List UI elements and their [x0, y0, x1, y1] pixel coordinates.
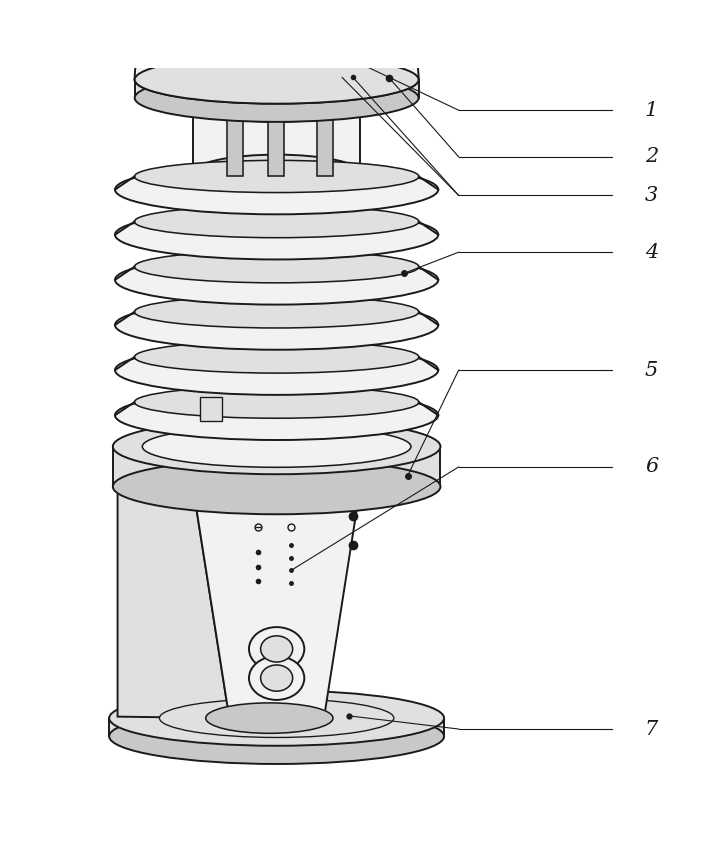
- Polygon shape: [113, 447, 440, 486]
- Ellipse shape: [135, 161, 419, 193]
- Ellipse shape: [115, 300, 438, 350]
- Ellipse shape: [115, 346, 438, 395]
- Ellipse shape: [109, 708, 444, 764]
- Ellipse shape: [135, 386, 419, 418]
- Ellipse shape: [193, 86, 360, 122]
- Text: 5: 5: [645, 360, 658, 379]
- Polygon shape: [200, 397, 222, 421]
- Ellipse shape: [135, 295, 419, 328]
- Text: 6: 6: [645, 457, 658, 476]
- Ellipse shape: [115, 210, 438, 259]
- Ellipse shape: [159, 699, 394, 738]
- Text: 2: 2: [645, 148, 658, 166]
- Ellipse shape: [143, 426, 411, 467]
- Ellipse shape: [135, 55, 419, 104]
- Ellipse shape: [135, 251, 419, 283]
- Ellipse shape: [261, 665, 293, 691]
- Polygon shape: [135, 0, 419, 79]
- Ellipse shape: [249, 657, 304, 700]
- Ellipse shape: [156, 61, 397, 98]
- Ellipse shape: [206, 703, 333, 734]
- Ellipse shape: [135, 73, 419, 122]
- Ellipse shape: [135, 55, 419, 104]
- Text: 7: 7: [645, 720, 658, 739]
- Polygon shape: [135, 79, 419, 98]
- Polygon shape: [118, 486, 229, 718]
- Ellipse shape: [135, 206, 419, 238]
- Polygon shape: [227, 97, 243, 176]
- Polygon shape: [268, 97, 284, 176]
- Polygon shape: [317, 97, 333, 176]
- Text: 3: 3: [645, 186, 658, 205]
- Ellipse shape: [115, 255, 438, 305]
- Polygon shape: [109, 718, 444, 736]
- Ellipse shape: [193, 155, 360, 191]
- Ellipse shape: [249, 627, 304, 670]
- Text: 1: 1: [645, 101, 658, 120]
- Ellipse shape: [135, 341, 419, 373]
- Ellipse shape: [115, 165, 438, 214]
- Polygon shape: [193, 486, 360, 718]
- Ellipse shape: [261, 636, 293, 662]
- Ellipse shape: [113, 459, 440, 514]
- Ellipse shape: [109, 690, 444, 746]
- Polygon shape: [193, 104, 360, 173]
- Ellipse shape: [113, 419, 440, 474]
- Text: 4: 4: [645, 243, 658, 262]
- Ellipse shape: [115, 391, 438, 440]
